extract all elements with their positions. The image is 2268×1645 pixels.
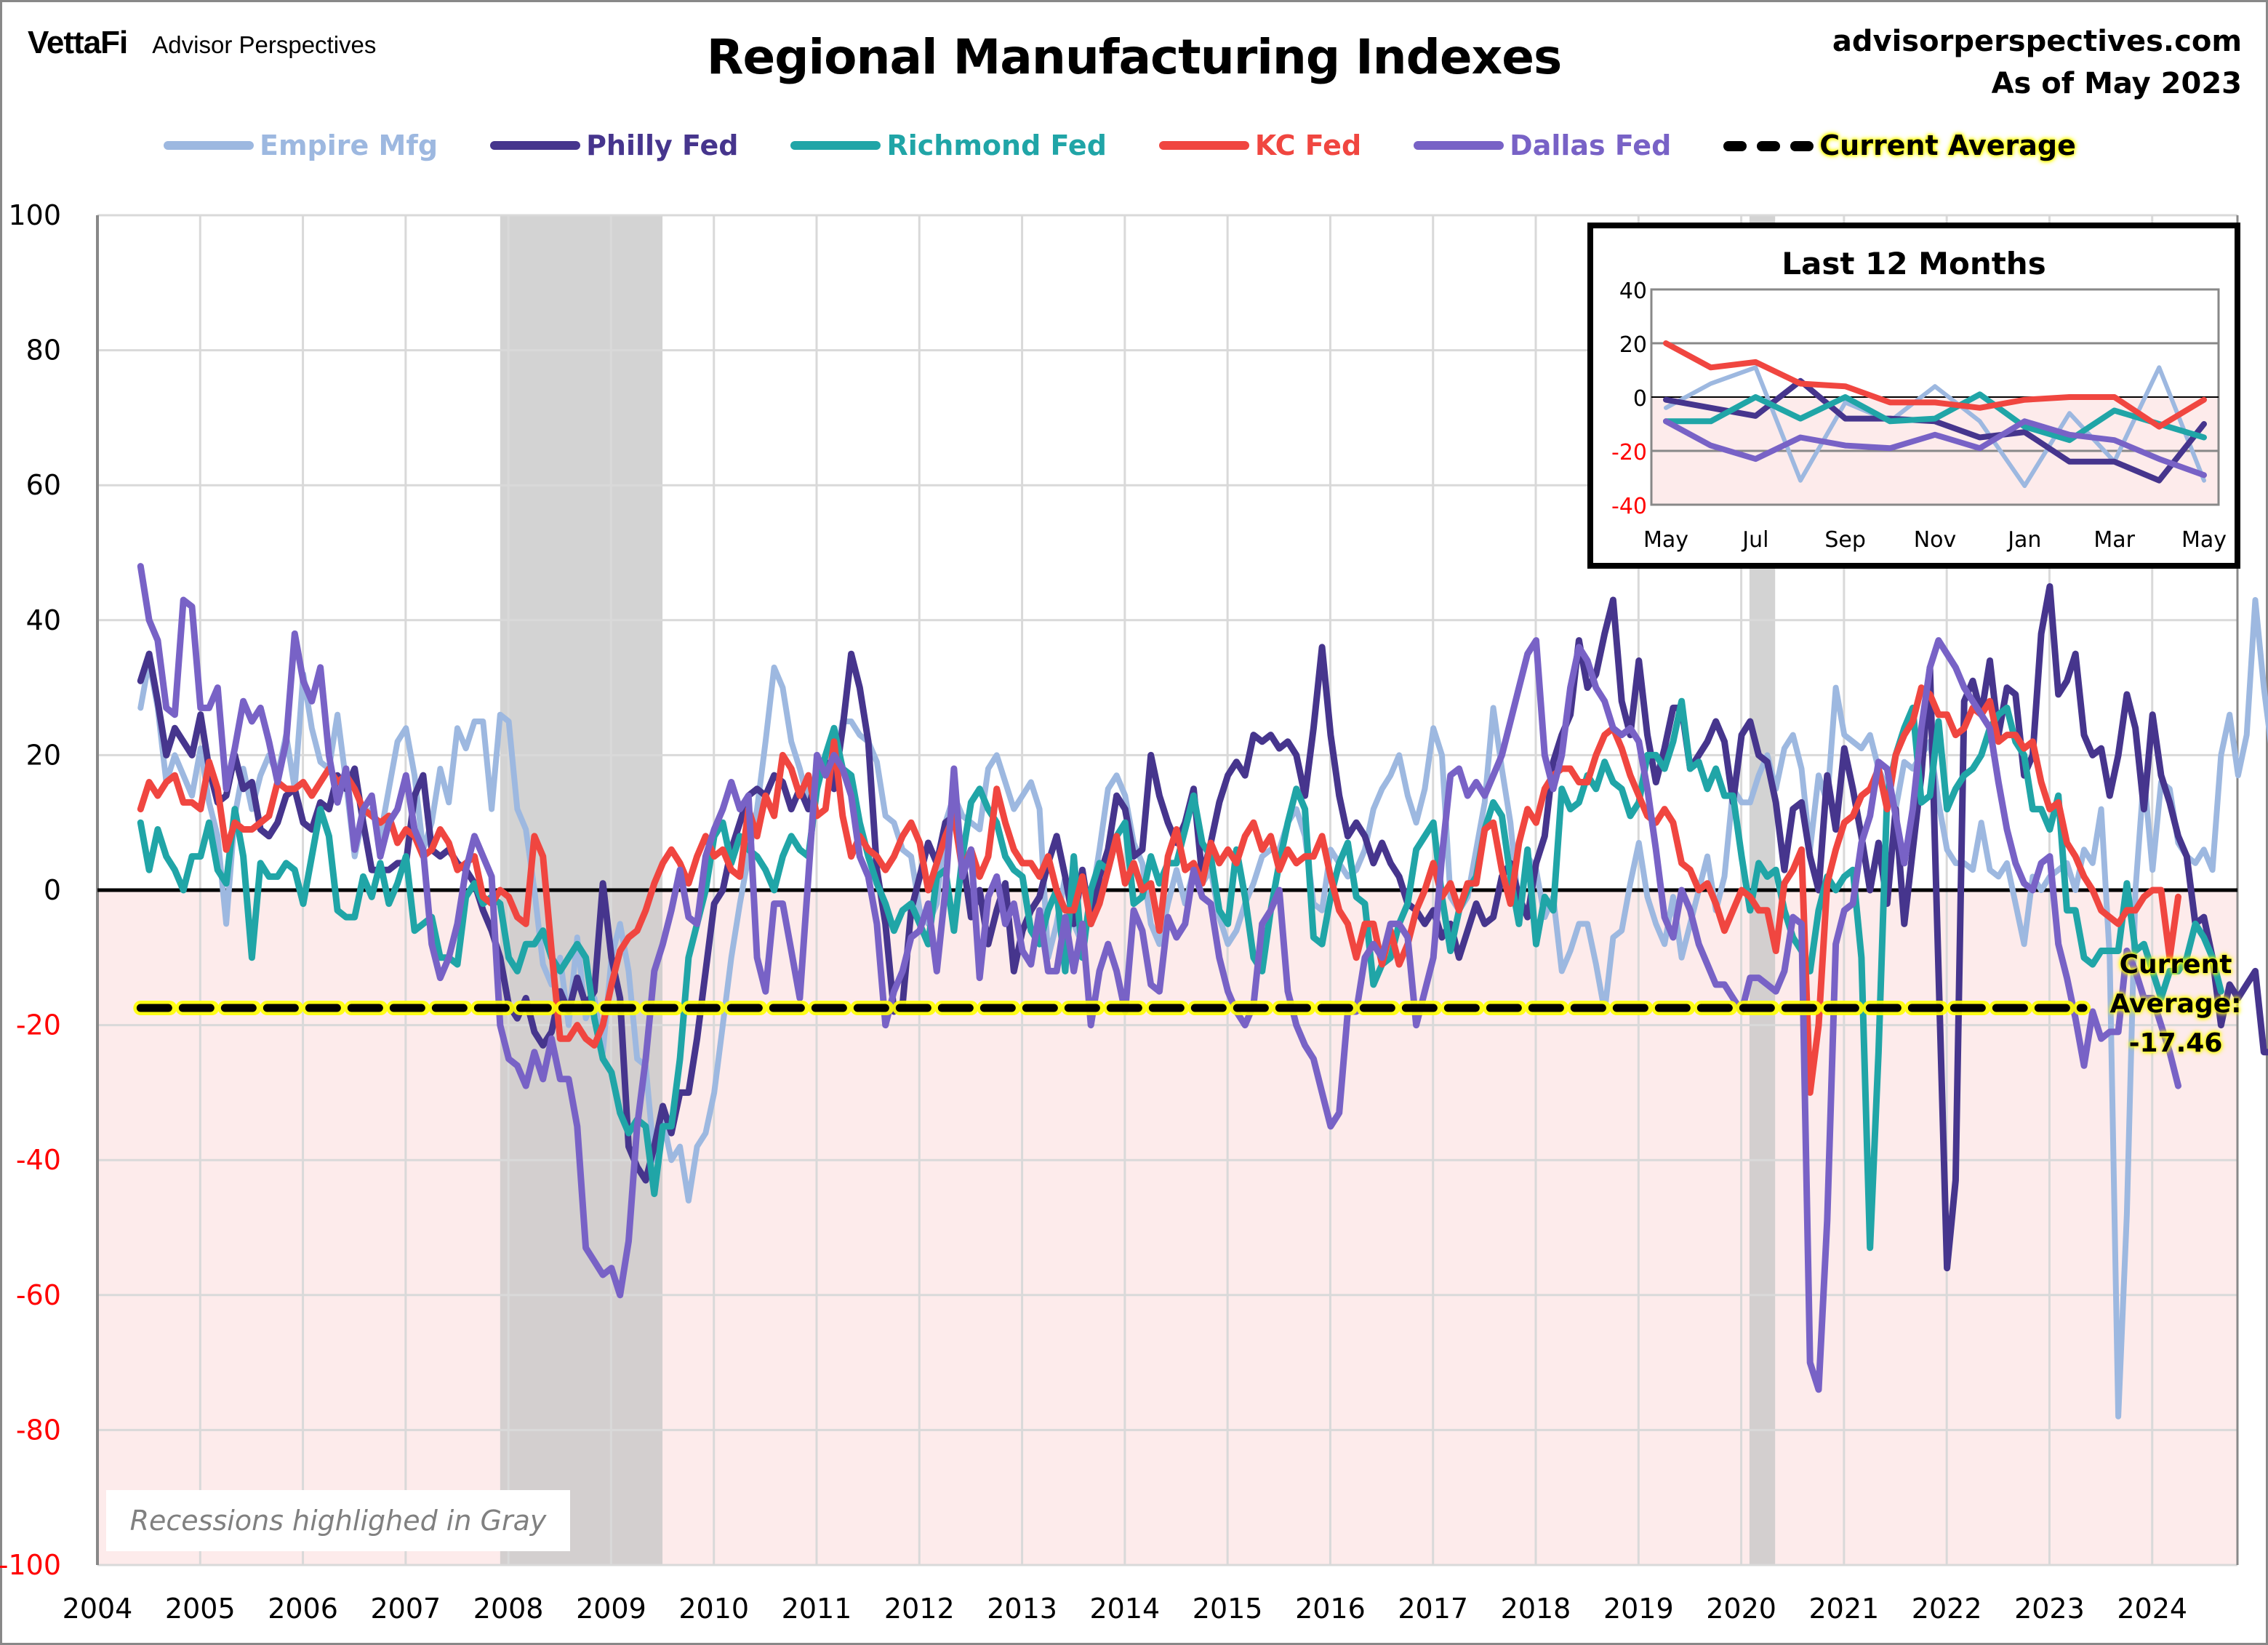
x-tick-label: 2015: [1193, 1593, 1263, 1625]
brand: VettaFi Advisor Perspectives: [28, 25, 376, 61]
inset-series-line-dallas-fed: [1663, 418, 2207, 479]
legend-item-kc-fed: KC Fed: [1158, 129, 1362, 161]
inset-x-tick-label: Sep: [1824, 527, 1866, 553]
series-line-dallas-fed: [137, 563, 2181, 1393]
legend-label: Richmond Fed: [886, 129, 1107, 161]
y-tick-label: 0: [44, 874, 61, 906]
legend-swatch: [1158, 141, 1249, 150]
x-tick-label: 2018: [1501, 1593, 1571, 1625]
inset-title: Last 12 Months: [1782, 246, 2046, 281]
x-tick-label: 2004: [63, 1593, 133, 1625]
as-of-date: As of May 2023: [1991, 67, 2242, 100]
vettafi-logo: VettaFi: [28, 25, 128, 60]
x-tick-label: 2013: [987, 1593, 1057, 1625]
x-tick-label: 2017: [1398, 1593, 1468, 1625]
inset-series-line-richmond-fed: [1663, 391, 2207, 444]
x-tick-label: 2022: [1912, 1593, 1982, 1625]
negative-region: [97, 890, 2237, 1565]
legend-swatch: [1723, 141, 1814, 151]
x-tick-label: 2023: [2014, 1593, 2085, 1625]
x-tick-label: 2019: [1603, 1593, 1674, 1625]
x-tick-label: 2014: [1090, 1593, 1161, 1625]
site-info: advisorperspectives.com As of May 2023: [1832, 20, 2242, 105]
x-tick-label: 2016: [1295, 1593, 1366, 1625]
legend-item-current-average: Current Average: [1723, 129, 2076, 161]
x-tick-label: 2008: [473, 1593, 544, 1625]
inset-x-tick-label: Jul: [1741, 527, 1768, 553]
recession-note: Recessions highlighed in Gray: [106, 1490, 570, 1551]
inset-chart: 40 20 0 -20 -40 May Jul Sep Nov Jan Mar May: [1611, 279, 2227, 553]
x-tick-label: 2020: [1706, 1593, 1776, 1625]
x-tick-label: 2007: [371, 1593, 441, 1625]
inset-x-tick-label: Mar: [2093, 527, 2135, 553]
inset-y-tick-label: -40: [1611, 494, 1647, 519]
legend: Empire Mfg Philly Fed Richmond Fed KC Fed Da…: [164, 129, 2128, 161]
site-url: advisorperspectives.com: [1832, 25, 2242, 58]
y-tick-label: 80: [26, 335, 61, 367]
legend-label: KC Fed: [1254, 129, 1362, 161]
legend-item-empire-mfg: Empire Mfg: [164, 129, 438, 161]
legend-item-dallas-fed: Dallas Fed: [1414, 129, 1671, 161]
y-tick-label: -20: [16, 1009, 61, 1041]
legend-item-philly-fed: Philly Fed: [490, 129, 738, 161]
inset-x-tick-label: May: [1643, 527, 1688, 553]
legend-swatch: [164, 141, 254, 150]
y-tick-label: 100: [8, 199, 61, 231]
x-tick-label: 2012: [884, 1593, 955, 1625]
legend-label: Dallas Fed: [1510, 129, 1672, 161]
inset-x-tick-label: May: [2181, 527, 2227, 553]
legend-item-richmond-fed: Richmond Fed: [790, 129, 1107, 161]
legend-swatch: [1414, 141, 1504, 150]
y-tick-label: -100: [0, 1549, 61, 1581]
legend-swatch: [790, 141, 881, 150]
x-tick-label: 2009: [576, 1593, 646, 1625]
series-line-kc-fed: [137, 684, 2181, 1096]
inset-x-tick-label: Jan: [2006, 527, 2041, 553]
y-tick-label: 60: [26, 469, 61, 501]
inset-last-12-months: Last 12 Months 40 20 0 -20 -40 May Jul Sep Nov Ja…: [1587, 223, 2240, 569]
inset-y-tick-label: 0: [1633, 386, 1647, 412]
inset-y-tick-label: -20: [1611, 440, 1647, 465]
y-tick-label: -40: [16, 1144, 61, 1176]
y-tick-label: 20: [26, 739, 61, 771]
legend-label: Philly Fed: [586, 129, 739, 161]
y-tick-label: 40: [26, 604, 61, 636]
x-tick-label: 2006: [268, 1593, 338, 1625]
avg-label-line2: Average:: [2109, 989, 2242, 1019]
legend-label: Empire Mfg: [260, 129, 438, 161]
legend-swatch: [490, 141, 581, 150]
inset-x-tick-label: Nov: [1914, 527, 1957, 553]
inset-y-tick-label: 20: [1619, 332, 1647, 358]
avg-label-line1: Current: [2119, 950, 2232, 980]
inset-y-tick-label: 40: [1619, 279, 1647, 304]
x-tick-label: 2021: [1809, 1593, 1880, 1625]
avg-label-value: -17.46: [2128, 1028, 2223, 1058]
chart-title: Regional Manufacturing Indexes: [706, 29, 1563, 85]
x-tick-label: 2005: [165, 1593, 236, 1625]
y-tick-label: -80: [16, 1414, 61, 1446]
legend-label: Current Average: [1819, 129, 2076, 161]
x-tick-label: 2010: [678, 1593, 749, 1625]
inset-series-line-kc-fed: [1663, 340, 2207, 430]
x-tick-label: 2011: [782, 1593, 852, 1625]
y-tick-label: -60: [16, 1279, 61, 1311]
current-average-label: Current Average: -17.46: [2103, 945, 2248, 1063]
x-tick-label: 2024: [2117, 1593, 2187, 1625]
brand-name: Advisor Perspectives: [152, 31, 377, 58]
